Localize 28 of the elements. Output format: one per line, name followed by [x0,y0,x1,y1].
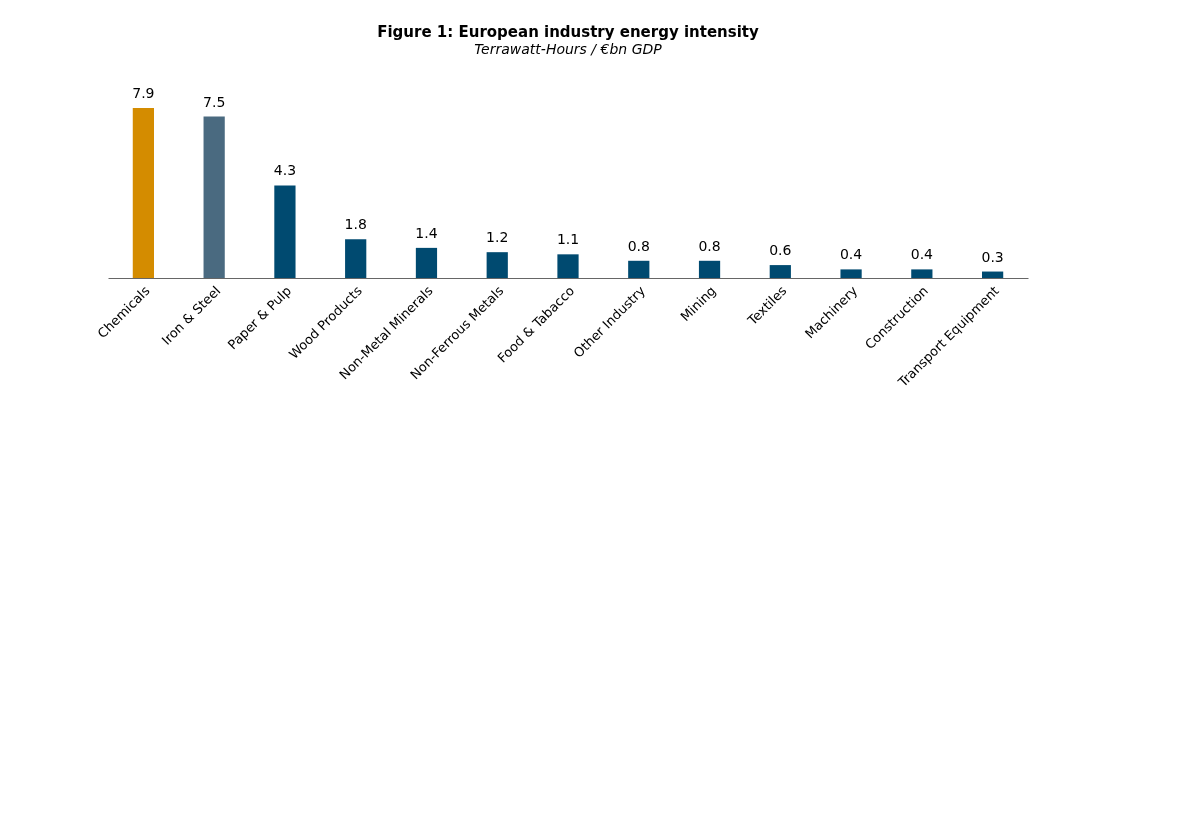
data-label: 1.2 [486,229,509,246]
bar [982,271,1004,278]
bar [132,108,154,278]
bar [698,260,721,278]
chart-title: Figure 1: European industry energy intensity [377,23,759,41]
data-label: 0.8 [698,237,721,254]
chart-subtitle: Terrawatt-Hours / €bn GDP [474,41,663,57]
data-label: 7.5 [203,93,226,110]
bar [769,265,791,278]
data-label: 1.4 [415,224,438,241]
bar [274,185,296,278]
bar [628,260,650,278]
bar [557,254,579,278]
data-label: 7.9 [132,85,155,101]
data-label: 0.6 [769,242,792,259]
data-label: 0.4 [910,246,934,263]
data-label: 0.4 [839,246,863,263]
data-label: 0.8 [627,237,650,254]
data-label: 1.1 [556,231,580,248]
bar [486,252,508,278]
data-label: 4.3 [273,162,297,179]
bar [840,269,862,278]
bar [345,239,367,278]
data-label: 0.3 [981,248,1004,265]
bar [415,247,438,278]
bar [911,269,933,278]
bar [203,116,225,278]
data-label: 1.8 [344,216,367,233]
